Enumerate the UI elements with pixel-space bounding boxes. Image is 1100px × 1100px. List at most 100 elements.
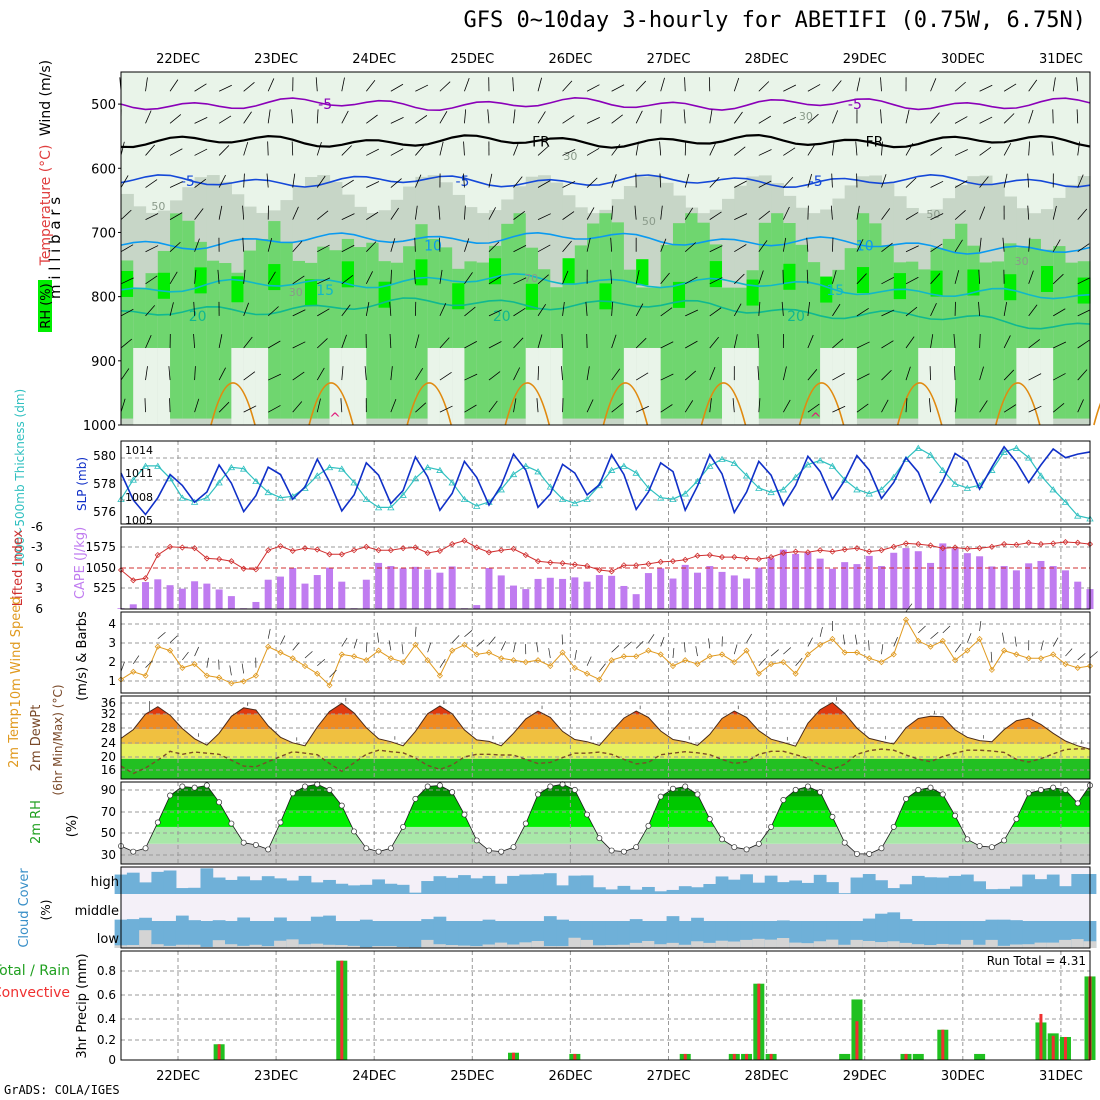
wind-barb-10m [795,657,803,666]
wind-barb [488,400,498,413]
wind-speed-marker [338,651,345,658]
rh-band-bright [709,261,723,288]
wind-barb [292,275,305,285]
cloud-cell [911,944,925,948]
rh-band-green [464,261,478,419]
wind-barb [757,333,760,349]
thickness-marker [828,462,837,469]
slp-tick-label: 1011 [125,467,153,480]
rh-band-dry-sfc [942,347,956,425]
wind-barb [145,335,152,349]
lifted-index-marker [203,555,210,562]
cloud-cell [666,916,680,921]
rh-band-bright [636,259,650,286]
lifted-index-marker [363,543,370,550]
rh-band-green [722,287,735,348]
lifted-index-marker [682,556,689,563]
cape-bar [1037,560,1045,609]
rh-band-green [366,242,380,419]
wind-barb [954,180,968,188]
wind-barb [881,309,895,317]
thickness-marker [154,462,162,469]
wind-barb [488,309,502,317]
cloud-cell [838,893,852,894]
cape-bar [301,583,309,609]
thickness-marker [926,451,935,458]
isotherm-label: 15 [316,283,334,299]
rh-band-dry-sfc [648,347,662,425]
wind-barb [562,80,573,92]
cloud-cell [875,913,888,921]
thickness-marker [362,495,371,502]
wind-barb [145,305,156,317]
wind-barb [1052,403,1065,413]
cloud-cell [298,875,312,894]
wind-barb-10m [241,663,245,674]
thickness-tick-label: 576 [93,505,116,519]
rh-band-dry-sfc [157,347,171,425]
wind-barb [218,84,232,92]
wind-speed-marker [571,664,578,671]
surface-isotherm-arch [504,382,551,426]
rh-marker [915,786,922,793]
cloud-cell [175,944,189,948]
rh-marker [498,848,505,855]
lifted-index-tick-label: -3 [31,540,43,554]
wind-barb-10m [672,648,675,659]
wind-barb [635,80,647,92]
lifted-index-marker [1025,539,1032,546]
cloud-cell [482,875,496,894]
wind-barb [781,301,784,316]
lifted-index-marker [412,544,419,551]
wind-barb [1003,302,1008,316]
cloud-cell [617,885,631,894]
wind-barb-10m [365,642,368,653]
rh-marker [289,790,296,797]
cloud-cell-fill [1022,921,1036,948]
wind-barb [414,205,418,220]
thickness-marker [840,476,849,483]
cloud-cell [1022,874,1036,894]
cape-bar [632,594,640,609]
rh-band-dry-sfc [452,347,466,425]
wind-barb [856,238,864,252]
thickness-marker [853,486,861,493]
rh-band-dry-sfc [145,347,159,425]
cape-bar [215,589,223,609]
rh-marker [964,836,971,843]
wind-barb [243,371,256,381]
cloud-cell-fill [838,921,852,948]
wind-speed-marker [326,682,333,689]
cloud-cell [899,919,913,921]
wind10m-axis-label: 10m Wind Speed [9,597,24,708]
rh-marker [179,783,186,790]
wind-barb [415,115,428,124]
cloud-frame [120,866,1091,949]
lifted-index-marker [510,545,517,552]
cloud-cell-fill [323,921,336,948]
wind-barb [1052,77,1056,92]
cloud-cell [948,944,962,948]
rh-marker [326,786,333,793]
lifted-index-marker [976,545,983,552]
wind-speed-marker [743,647,750,654]
rh-marker [363,845,370,852]
thickness-marker [620,462,628,469]
wind-speed-marker [154,643,161,650]
rh-tick-label: 30 [101,848,116,862]
wind-barb [928,398,931,413]
wind-barb [341,275,354,285]
wind-barb [366,79,376,92]
lifted-index-marker [964,545,971,552]
cloud-cell [850,877,864,894]
wind-barb [685,276,698,285]
precip-frame [120,950,1091,1061]
wind-barb [1003,142,1012,156]
top-date-label: 31DEC [1039,52,1083,67]
wind-barb [439,111,448,124]
wind-barb-10m [648,634,655,643]
cloud-cell [592,945,606,948]
wind-barb [807,143,816,156]
wind-speed-marker [166,647,174,654]
wind-barb [243,269,246,284]
